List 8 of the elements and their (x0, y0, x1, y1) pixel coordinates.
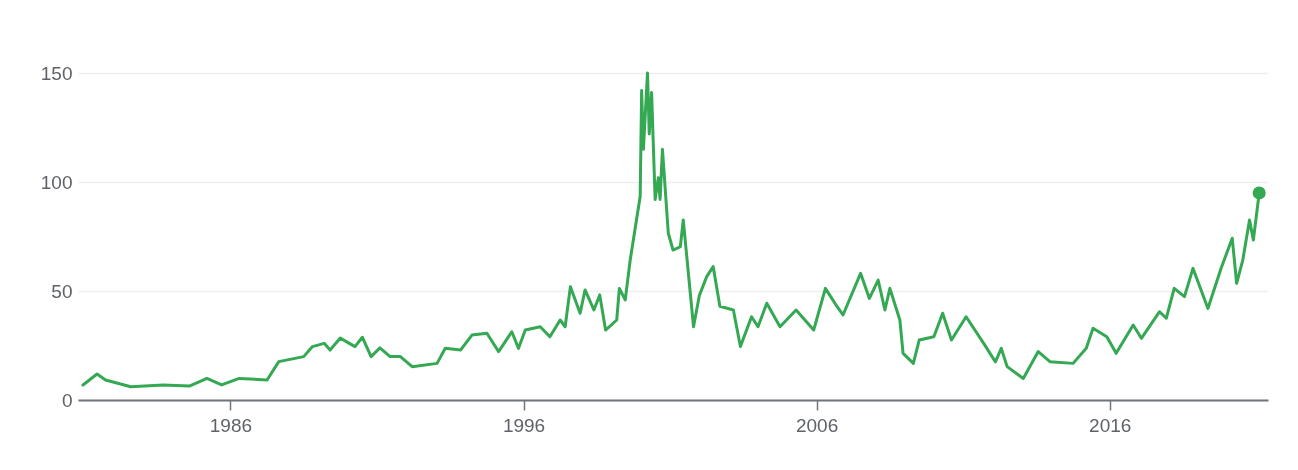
y-tick-label: 0 (61, 389, 73, 411)
y-tick-label: 50 (51, 280, 73, 302)
y-tick-label: 100 (40, 171, 73, 193)
y-tick-label: 150 (40, 62, 73, 84)
x-tick-label: 2016 (1089, 414, 1132, 436)
x-tick-label: 2006 (795, 414, 839, 436)
x-tick-label: 1996 (502, 414, 546, 436)
x-tick-label: 1986 (209, 414, 253, 436)
